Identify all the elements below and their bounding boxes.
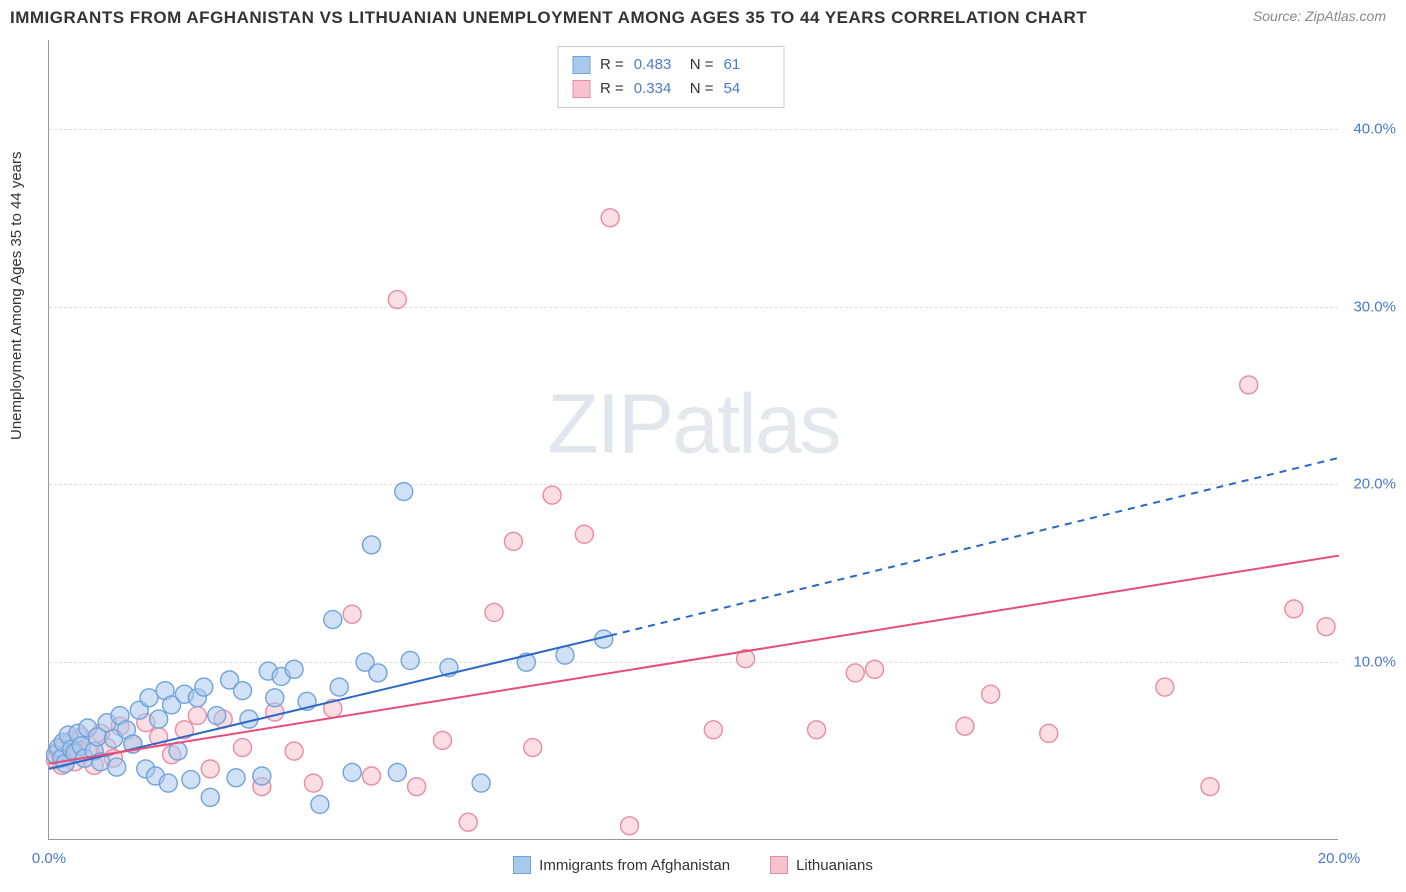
data-point bbox=[408, 778, 426, 796]
legend-r-label: R = bbox=[600, 53, 624, 77]
series-legend-label: Immigrants from Afghanistan bbox=[539, 857, 730, 874]
series-legend-item: Immigrants from Afghanistan bbox=[513, 856, 730, 874]
data-point bbox=[227, 769, 245, 787]
data-point bbox=[234, 739, 252, 757]
data-point bbox=[524, 739, 542, 757]
data-point bbox=[363, 536, 381, 554]
data-point bbox=[1040, 724, 1058, 742]
legend-n-label: N = bbox=[690, 53, 714, 77]
legend-swatch bbox=[572, 80, 590, 98]
data-point bbox=[388, 291, 406, 309]
y-tick-label: 20.0% bbox=[1353, 476, 1396, 493]
data-point bbox=[395, 483, 413, 501]
data-point bbox=[956, 717, 974, 735]
data-point bbox=[330, 678, 348, 696]
legend-swatch bbox=[770, 856, 788, 874]
series-legend-label: Lithuanians bbox=[796, 857, 873, 874]
data-point bbox=[266, 689, 284, 707]
data-point bbox=[182, 771, 200, 789]
data-point bbox=[108, 758, 126, 776]
data-point bbox=[388, 763, 406, 781]
data-point bbox=[982, 685, 1000, 703]
data-point bbox=[575, 525, 593, 543]
chart-title: IMMIGRANTS FROM AFGHANISTAN VS LITHUANIA… bbox=[10, 8, 1087, 28]
legend-swatch bbox=[572, 56, 590, 74]
data-point bbox=[1317, 618, 1335, 636]
data-point bbox=[433, 731, 451, 749]
data-point bbox=[169, 742, 187, 760]
chart-svg bbox=[49, 40, 1338, 839]
correlation-legend-row: R = 0.483 N = 61 bbox=[572, 53, 770, 77]
data-point bbox=[866, 660, 884, 678]
legend-n-value: 61 bbox=[724, 53, 770, 77]
data-point bbox=[1240, 376, 1258, 394]
data-point bbox=[343, 763, 361, 781]
series-legend-item: Lithuanians bbox=[770, 856, 873, 874]
data-point bbox=[601, 209, 619, 227]
data-point bbox=[808, 721, 826, 739]
data-point bbox=[304, 774, 322, 792]
source-attribution: Source: ZipAtlas.com bbox=[1253, 8, 1386, 24]
legend-r-value: 0.334 bbox=[634, 77, 680, 101]
data-point bbox=[285, 742, 303, 760]
trend-line bbox=[49, 556, 1339, 764]
legend-swatch bbox=[513, 856, 531, 874]
data-point bbox=[201, 788, 219, 806]
y-tick-label: 10.0% bbox=[1353, 654, 1396, 671]
data-point bbox=[1156, 678, 1174, 696]
correlation-legend: R = 0.483 N = 61 R = 0.334 N = 54 bbox=[557, 46, 785, 108]
data-point bbox=[311, 795, 329, 813]
data-point bbox=[459, 813, 477, 831]
data-point bbox=[621, 817, 639, 835]
legend-r-label: R = bbox=[600, 77, 624, 101]
legend-n-label: N = bbox=[690, 77, 714, 101]
data-point bbox=[369, 664, 387, 682]
legend-r-value: 0.483 bbox=[634, 53, 680, 77]
data-point bbox=[208, 707, 226, 725]
data-point bbox=[285, 660, 303, 678]
y-tick-label: 30.0% bbox=[1353, 298, 1396, 315]
y-tick-label: 40.0% bbox=[1353, 120, 1396, 137]
data-point bbox=[485, 603, 503, 621]
data-point bbox=[150, 710, 168, 728]
data-point bbox=[472, 774, 490, 792]
plot-area: ZIPatlas R =0.483N =61R =0.334N =54 10.0… bbox=[48, 40, 1338, 840]
data-point bbox=[201, 760, 219, 778]
data-point bbox=[159, 774, 177, 792]
y-axis-label: Unemployment Among Ages 35 to 44 years bbox=[8, 151, 25, 440]
data-point bbox=[704, 721, 722, 739]
data-point bbox=[401, 651, 419, 669]
data-point bbox=[1201, 778, 1219, 796]
series-legend: Immigrants from Afghanistan Lithuanians bbox=[48, 856, 1338, 874]
legend-n-value: 54 bbox=[724, 77, 770, 101]
data-point bbox=[846, 664, 864, 682]
data-point bbox=[234, 682, 252, 700]
data-point bbox=[343, 605, 361, 623]
data-point bbox=[195, 678, 213, 696]
data-point bbox=[504, 532, 522, 550]
data-point bbox=[324, 611, 342, 629]
data-point bbox=[188, 707, 206, 725]
data-point bbox=[140, 689, 158, 707]
correlation-legend-row: R = 0.334 N = 54 bbox=[572, 77, 770, 101]
trend-line-extrapolated bbox=[610, 458, 1339, 636]
data-point bbox=[543, 486, 561, 504]
data-point bbox=[556, 646, 574, 664]
data-point bbox=[1285, 600, 1303, 618]
data-point bbox=[253, 767, 271, 785]
data-point bbox=[363, 767, 381, 785]
